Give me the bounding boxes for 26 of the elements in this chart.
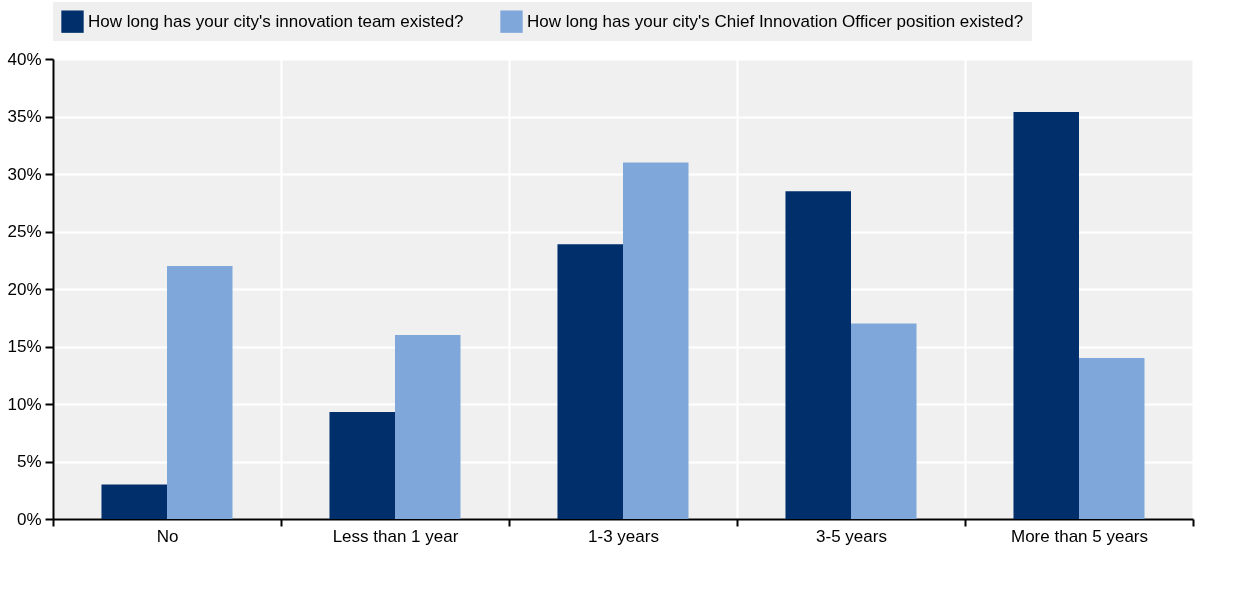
x-tick-label: No [156,526,179,546]
y-tick-label: 40% [7,49,42,69]
y-tick-label: 35% [7,107,42,126]
bar [329,412,395,519]
x-tick-label: 3-5 years [816,526,887,546]
legend-label: How long has your city's innovation team existed? [88,11,464,31]
y-tick-label: 0% [16,509,42,529]
bar [395,335,461,519]
y-tick-label: 15% [7,337,42,356]
x-tick-label: More than 5 years [1010,526,1149,546]
legend-label: How long has your city's Chief Innovation Officer position existed? [527,11,1024,31]
x-tick-label: 1-3 years [588,526,659,546]
bar [785,191,851,519]
bar [557,244,623,519]
bar [1013,111,1079,519]
y-tick-label: 10% [7,394,42,414]
bar [101,484,167,519]
bar [851,323,917,519]
bar [1079,358,1145,519]
x-tick-label: Less than 1 year [332,526,459,546]
y-tick-label: 5% [16,452,42,471]
y-tick-label: 30% [7,164,42,184]
y-tick-label: 20% [7,279,42,299]
y-tick-label: 25% [7,222,42,241]
bar [167,266,233,519]
bar [623,162,689,519]
